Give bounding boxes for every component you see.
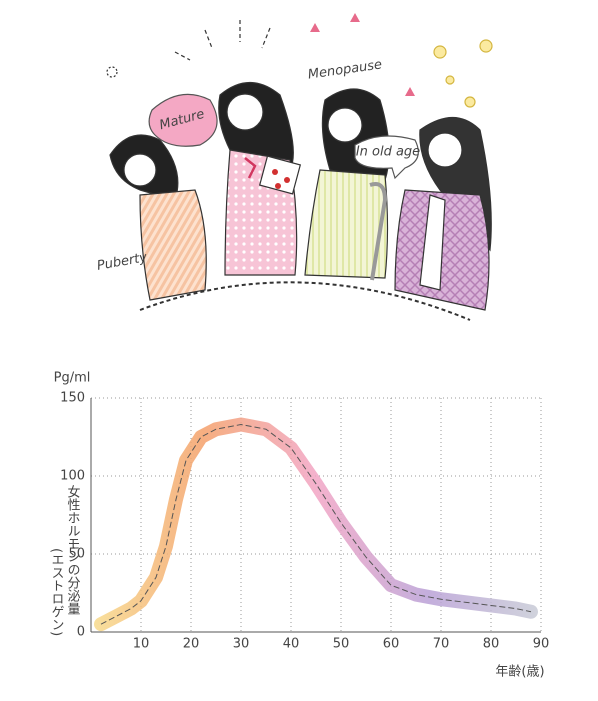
y-unit: Pg/ml xyxy=(54,371,91,386)
x-tick-label: 40 xyxy=(283,637,300,652)
y-tick-label: 50 xyxy=(68,547,85,562)
annotation: Puberty xyxy=(96,250,149,274)
x-tick-label: 60 xyxy=(383,637,400,652)
y-tick-label: 0 xyxy=(77,625,85,640)
x-tick-label: 80 xyxy=(483,637,500,652)
illustration xyxy=(106,13,493,321)
x-tick-label: 70 xyxy=(433,637,450,652)
curve-line xyxy=(100,424,532,625)
x-tick-label: 50 xyxy=(333,637,350,652)
x-tick-label: 10 xyxy=(133,637,150,652)
y-axis-label: 女性ホルモンの分泌量 xyxy=(65,484,81,615)
x-tick-label: 20 xyxy=(183,637,200,652)
annotation: In old age xyxy=(356,145,420,160)
y-tick-label: 100 xyxy=(60,469,85,484)
y-axis-sublabel: (エストロゲン) xyxy=(49,548,65,636)
x-tick-label: 90 xyxy=(533,637,550,652)
curve-band xyxy=(94,417,538,632)
y-tick-label: 150 xyxy=(60,391,85,406)
annotation: Menopause xyxy=(307,57,383,82)
x-axis-label: 年齢(歳) xyxy=(495,665,544,680)
x-tick-label: 30 xyxy=(233,637,250,652)
